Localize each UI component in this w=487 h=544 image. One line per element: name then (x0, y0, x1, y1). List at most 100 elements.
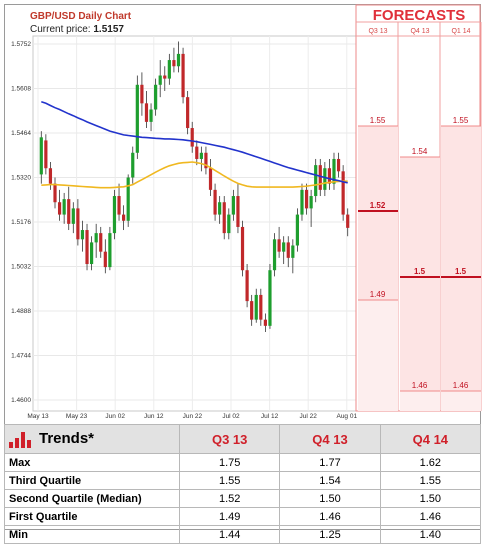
x-tick-label: Jul 12 (261, 413, 279, 420)
candle-body (314, 165, 318, 197)
y-tick-label: 1.5032 (11, 264, 31, 271)
candle-body (71, 208, 75, 224)
candle-body (126, 177, 130, 221)
candle-body (250, 301, 254, 320)
candle-body (336, 158, 341, 172)
x-tick-label: Jun 02 (105, 413, 125, 420)
candle-body (176, 53, 181, 67)
candle-body (300, 189, 304, 215)
candle-body (236, 196, 240, 227)
candle-body (245, 270, 249, 302)
table-cell: 1.62 (379, 453, 482, 472)
trends-title-cell: Trends* (4, 424, 180, 454)
forecast-marker-label: 1.5 (455, 267, 467, 276)
candle-body (195, 146, 199, 159)
candle-body (99, 233, 103, 252)
candle-body (218, 202, 222, 215)
x-tick-label: Jun 12 (144, 413, 164, 420)
y-tick-label: 1.5464 (11, 130, 31, 137)
table-row: First Quartile 1.49 1.46 1.46 (4, 507, 482, 526)
candle-body (259, 294, 263, 320)
trends-title: Trends* (39, 430, 95, 448)
table-cell: 1.52 (178, 489, 281, 508)
trends-table: Trends* Q3 13 Q4 13 Q4 14 Max 1.75 1.77 … (4, 424, 482, 544)
x-tick-label: Jun 22 (183, 413, 203, 420)
table-cell: 1.25 (279, 525, 381, 544)
candle-body (199, 152, 203, 159)
candle-body (154, 84, 158, 110)
candle-body (190, 128, 194, 147)
candle-body (240, 226, 245, 271)
forecast-lower-band (441, 391, 481, 411)
current-price: Current price: 1.5157 (30, 24, 124, 35)
table-cell: 1.46 (379, 507, 482, 526)
candle-body (309, 196, 313, 209)
current-price-value: 1.5157 (93, 24, 124, 35)
x-tick-label: Jul 22 (300, 413, 318, 420)
table-cell: 1.55 (379, 471, 482, 490)
candle-body (268, 270, 272, 326)
candle-body (53, 183, 57, 203)
candle-body (227, 214, 231, 234)
candle-body (62, 199, 66, 215)
candle-body (295, 214, 300, 246)
candle-body (346, 214, 350, 228)
candle-body (222, 202, 226, 234)
table-cell: 1.44 (178, 525, 281, 544)
candle-body (67, 199, 71, 224)
candle-body (231, 196, 235, 215)
x-tick-label: Jul 02 (222, 413, 240, 420)
forecast-marker-label: 1.55 (453, 116, 469, 125)
row-label-max: Max (4, 453, 180, 472)
forecast-marker-label: 1.46 (453, 381, 469, 390)
candle-body (112, 196, 117, 234)
table-row: Min 1.44 1.25 1.40 (4, 525, 482, 544)
row-label-median: Second Quartile (Median) (4, 489, 180, 508)
trends-header-q4-13: Q4 13 (279, 424, 381, 454)
candle-body (117, 196, 121, 215)
candle-body (39, 137, 43, 175)
x-tick-label: Aug 01 (336, 413, 357, 420)
candle-body (57, 202, 62, 215)
table-cell: 1.50 (279, 489, 381, 508)
candle-body (85, 230, 89, 265)
table-cell: 1.75 (178, 453, 281, 472)
short-moving-average-line (41, 161, 348, 189)
forecast-range (441, 126, 481, 391)
table-cell: 1.54 (279, 471, 381, 490)
forecast-col-q4-13: Q4 13 (410, 28, 430, 35)
chart-title: GBP/USD Daily Chart (30, 11, 132, 22)
candle-body (327, 168, 332, 184)
candle-body (277, 239, 281, 252)
candle-body (94, 233, 98, 243)
y-tick-label: 1.4888 (11, 308, 31, 315)
candle-body (323, 168, 327, 190)
candle-body (286, 242, 290, 258)
table-cell: 1.49 (178, 507, 281, 526)
forecast-marker-label: 1.55 (370, 116, 386, 125)
row-label-min: Min (4, 525, 180, 544)
candle-body (213, 189, 217, 215)
long-moving-average-line (41, 101, 348, 184)
candle-body (204, 152, 208, 169)
trends-header-q4-14: Q4 14 (379, 424, 482, 454)
trends-header-q3-13: Q3 13 (178, 424, 281, 454)
candle-body (89, 242, 94, 265)
y-tick-label: 1.4744 (11, 353, 31, 360)
candle-body (254, 294, 258, 320)
y-tick-label: 1.5176 (11, 219, 31, 226)
bar-chart-icon (9, 431, 31, 448)
y-tick-label: 1.5320 (11, 175, 31, 182)
row-label-third-quartile: Third Quartile (4, 471, 180, 490)
forecast-marker-label: 1.46 (412, 381, 428, 390)
x-tick-label: May 23 (66, 413, 88, 420)
forecast-range (358, 126, 398, 300)
candle-body (332, 158, 336, 184)
table-row: Second Quartile (Median) 1.52 1.50 1.50 (4, 489, 482, 508)
candle-body (318, 165, 322, 190)
candle-body (272, 239, 277, 271)
candle-body (80, 230, 85, 240)
candle-body (103, 251, 107, 268)
candle-body (158, 75, 162, 85)
